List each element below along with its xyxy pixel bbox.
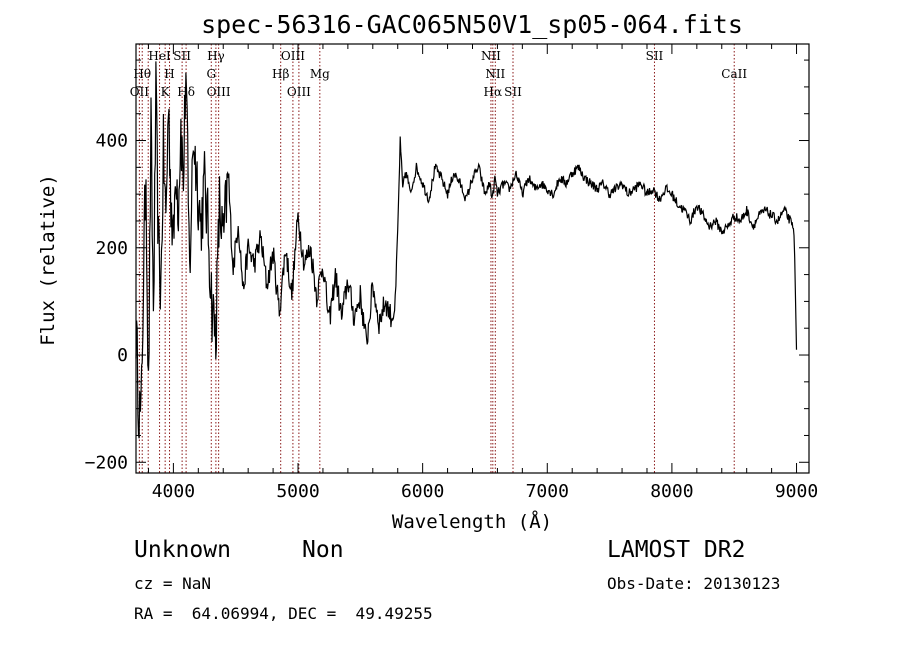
- axis-tick-labels: 4000 5000 6000 7000 8000 9000 −200 0 200 400: [85, 131, 819, 502]
- spectrum-line: [135, 61, 798, 439]
- line-marker-label: HeI: [148, 49, 171, 63]
- line-marker-label: OIII: [207, 85, 231, 99]
- x-axis-label: Wavelength (Å): [392, 510, 552, 533]
- x-tick-label: 4000: [152, 481, 195, 502]
- line-marker-label: Hγ: [207, 49, 225, 63]
- object-class: Unknown: [134, 537, 231, 563]
- redshift-value: cz = NaN: [134, 574, 212, 593]
- line-marker-label: NII: [485, 67, 505, 81]
- y-tick-label: 200: [95, 238, 128, 259]
- line-marker-label: OIII: [281, 49, 305, 63]
- line-marker-label: Hβ: [272, 67, 289, 81]
- x-tick-label: 6000: [401, 481, 444, 502]
- chart-title: spec-56316-GAC065N50V1_sp05-064.fits: [201, 10, 743, 39]
- line-marker-label: OIII: [287, 85, 311, 99]
- line-marker-label: Hθ: [133, 67, 151, 81]
- line-marker-label: H: [164, 67, 174, 81]
- plot-frame: [135, 43, 810, 474]
- observation-date: Obs-Date: 20130123: [607, 574, 781, 593]
- line-marker-label: K: [161, 85, 171, 99]
- line-marker-label: Hα: [484, 85, 503, 99]
- line-marker-label: Mg: [310, 67, 330, 81]
- line-marker-label: NII: [481, 49, 501, 63]
- line-marker-label: SII: [646, 49, 664, 63]
- y-tick-label: 400: [95, 131, 128, 152]
- x-tick-label: 8000: [650, 481, 693, 502]
- line-marker-label: SII: [504, 85, 522, 99]
- survey-name: LAMOST DR2: [607, 537, 746, 563]
- spectral-line-markers: [138, 44, 735, 473]
- object-subclass: Non: [302, 537, 344, 563]
- line-marker-label: OII: [130, 85, 150, 99]
- x-tick-label: 9000: [775, 481, 818, 502]
- axis-ticks: [136, 44, 809, 473]
- spectral-line-labels: OIIHθHeIKHSIIHδGHγOIIIHβOIIIOIIIMgNIIHαN…: [130, 49, 748, 99]
- x-tick-label: 5000: [276, 481, 319, 502]
- line-marker-label: CaII: [721, 67, 747, 81]
- x-tick-label: 7000: [526, 481, 569, 502]
- line-marker-label: G: [206, 67, 216, 81]
- y-axis-label: Flux (relative): [37, 174, 59, 346]
- coordinates: RA = 64.06994, DEC = 49.49255: [134, 604, 433, 623]
- line-marker-label: SII: [173, 49, 191, 63]
- y-tick-label: −200: [85, 452, 128, 473]
- y-tick-label: 0: [117, 345, 128, 366]
